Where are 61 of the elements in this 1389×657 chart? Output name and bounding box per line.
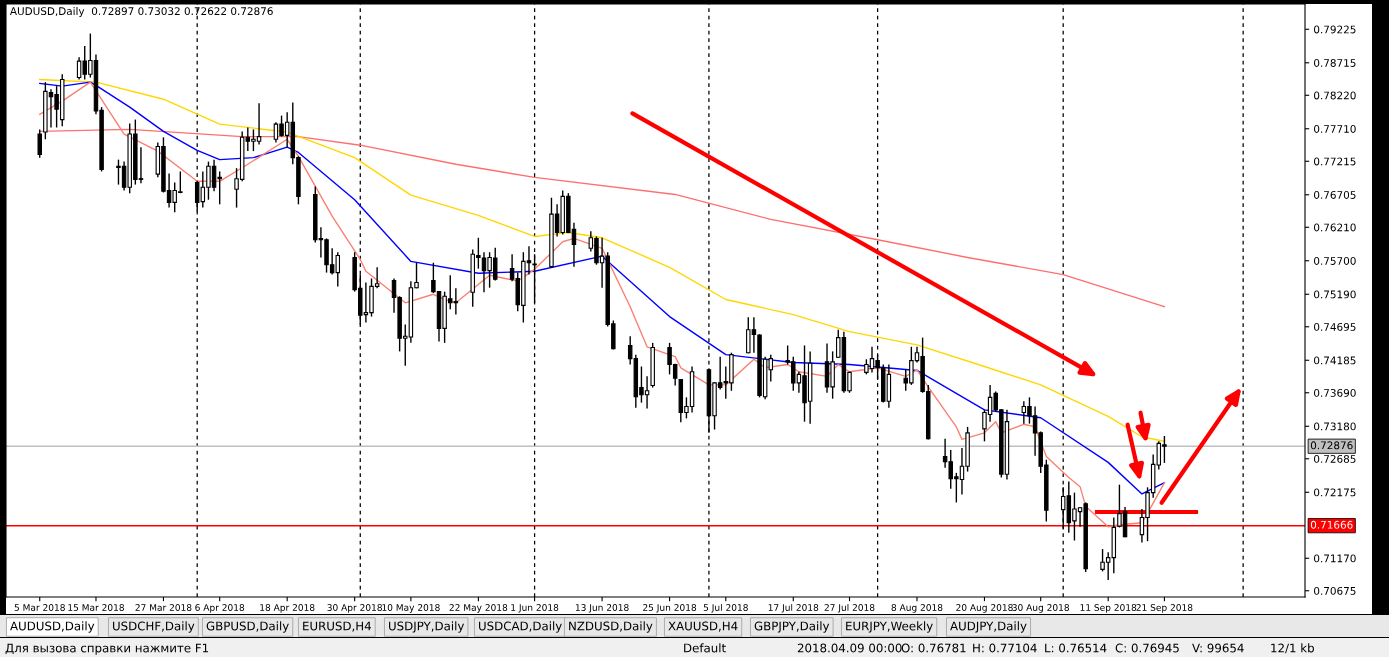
x-tick-label: 6 Apr 2018 [195,604,245,613]
chart-title: AUDUSD,Daily 0.72897 0.73032 0.72622 0.72876 [9,6,273,18]
text: XAUUSD,H4 [668,621,738,632]
y-tick-label: 0.76210 [1314,223,1356,232]
text: C: 0.76945 [1115,643,1179,653]
text: AUDUSD,Daily [10,621,95,633]
y-tick-label: 0.74695 [1314,322,1356,331]
x-tick-label: 27 Mar 2018 [135,604,192,611]
y-tick-label: 0.75190 [1314,290,1356,299]
x-tick-label: 15 Mar 2018 [68,604,124,611]
y-tick-label: 0.70675 [1314,586,1356,595]
candlestick [37,128,42,159]
y-tick-label: 0.71170 [1314,554,1356,563]
text: USDCHF,Daily [113,621,195,633]
text: EURJPY,Weekly [846,621,933,633]
x-tick-label: 10 May 2018 [382,604,440,613]
text: EURUSD,H4 [303,621,372,632]
ref-line-label: 0.71666 [1310,520,1353,529]
text: AUDJPY,Daily [950,621,1027,633]
y-tick-label: 0.77215 [1314,157,1356,166]
x-tick-label: 22 May 2018 [449,604,508,613]
text: USDCAD,Daily [479,621,562,633]
text: Для вызова справки нажмите F1 [5,643,209,655]
y-tick-label: 0.75700 [1314,257,1356,265]
x-tick-label: 13 Jun 2018 [575,604,629,613]
text: Default [684,643,726,653]
x-tick-label: 20 Aug 2018 [956,604,1013,613]
y-tick-label: 0.73690 [1314,388,1356,397]
y-tick-label: 0.79225 [1314,25,1356,34]
x-tick-label: 18 Apr 2018 [260,604,315,613]
ref-line-label: 0.72876 [1310,441,1353,450]
x-tick-label: 30 Aug 2018 [1012,604,1069,613]
text: V: 99654 [1192,643,1244,653]
x-tick-label: 27 Jul 2018 [824,603,875,613]
y-tick-label: 0.73180 [1314,422,1356,431]
y-tick-label: 0.72175 [1314,488,1356,497]
x-tick-label: 17 Jul 2018 [768,603,819,613]
y-tick-label: 0.72685 [1314,454,1356,463]
text: H: 0.77104 [973,643,1037,653]
text: 2018.04.09 00:00 [797,643,902,653]
y-tick-label: 0.78715 [1314,59,1356,67]
y-tick-label: 0.77710 [1314,125,1356,133]
text: L: 0.76514 [1045,643,1107,653]
text: GBPJPY,Daily [754,621,830,633]
y-tick-label: 0.76705 [1314,191,1356,199]
line-series [39,128,1166,308]
text: USDJPY,Daily [389,621,465,633]
text: NZDUSD,Daily [569,621,653,633]
x-tick-label: 25 Jun 2018 [643,604,697,613]
text: O: 0.76781 [901,643,966,653]
x-tick-label: 11 Sep 2018 [1080,604,1137,613]
text: GBPUSD,Daily [206,621,289,633]
text: 12/1 kb [1271,643,1314,654]
x-tick-label: 30 Apr 2018 [327,604,382,613]
y-tick-label: 0.78220 [1314,91,1356,100]
y-tick-label: 0.74185 [1314,356,1356,365]
x-tick-label: 5 Jul 2018 [703,603,748,613]
x-tick-label: 1 Jun 2018 [511,604,559,613]
x-tick-label: 5 Mar 2018 [14,604,65,611]
x-tick-label: 8 Aug 2018 [891,604,943,613]
x-tick-label: 21 Sep 2018 [1136,604,1193,613]
